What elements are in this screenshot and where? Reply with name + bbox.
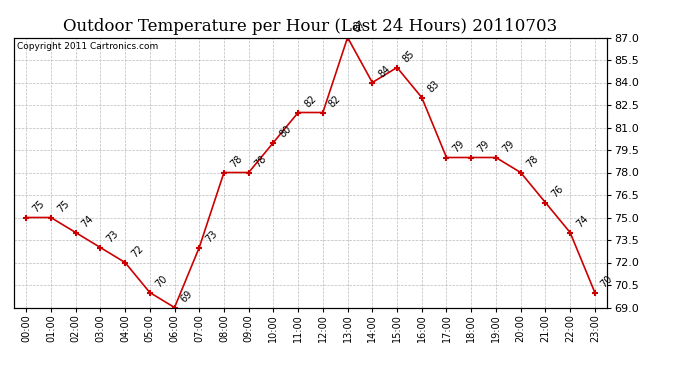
Text: 75: 75 (55, 199, 71, 215)
Text: 79: 79 (475, 139, 491, 155)
Text: 85: 85 (401, 49, 417, 65)
Text: 84: 84 (377, 64, 392, 80)
Text: 87: 87 (352, 19, 368, 35)
Text: 78: 78 (525, 154, 541, 170)
Text: 74: 74 (574, 214, 590, 230)
Text: 79: 79 (500, 139, 516, 155)
Text: 70: 70 (154, 274, 170, 290)
Text: 83: 83 (426, 79, 442, 95)
Text: 72: 72 (129, 244, 145, 260)
Text: 82: 82 (327, 94, 343, 110)
Text: 74: 74 (80, 214, 96, 230)
Text: 80: 80 (277, 124, 293, 140)
Text: 82: 82 (302, 94, 318, 110)
Text: 76: 76 (549, 184, 565, 200)
Text: Copyright 2011 Cartronics.com: Copyright 2011 Cartronics.com (17, 42, 158, 51)
Title: Outdoor Temperature per Hour (Last 24 Hours) 20110703: Outdoor Temperature per Hour (Last 24 Ho… (63, 18, 558, 34)
Text: 75: 75 (30, 199, 46, 215)
Text: 70: 70 (599, 274, 615, 290)
Text: 79: 79 (451, 139, 466, 155)
Text: 73: 73 (104, 229, 120, 245)
Text: 78: 78 (253, 154, 268, 170)
Text: 78: 78 (228, 154, 244, 170)
Text: 69: 69 (179, 289, 195, 305)
Text: 73: 73 (204, 229, 219, 245)
